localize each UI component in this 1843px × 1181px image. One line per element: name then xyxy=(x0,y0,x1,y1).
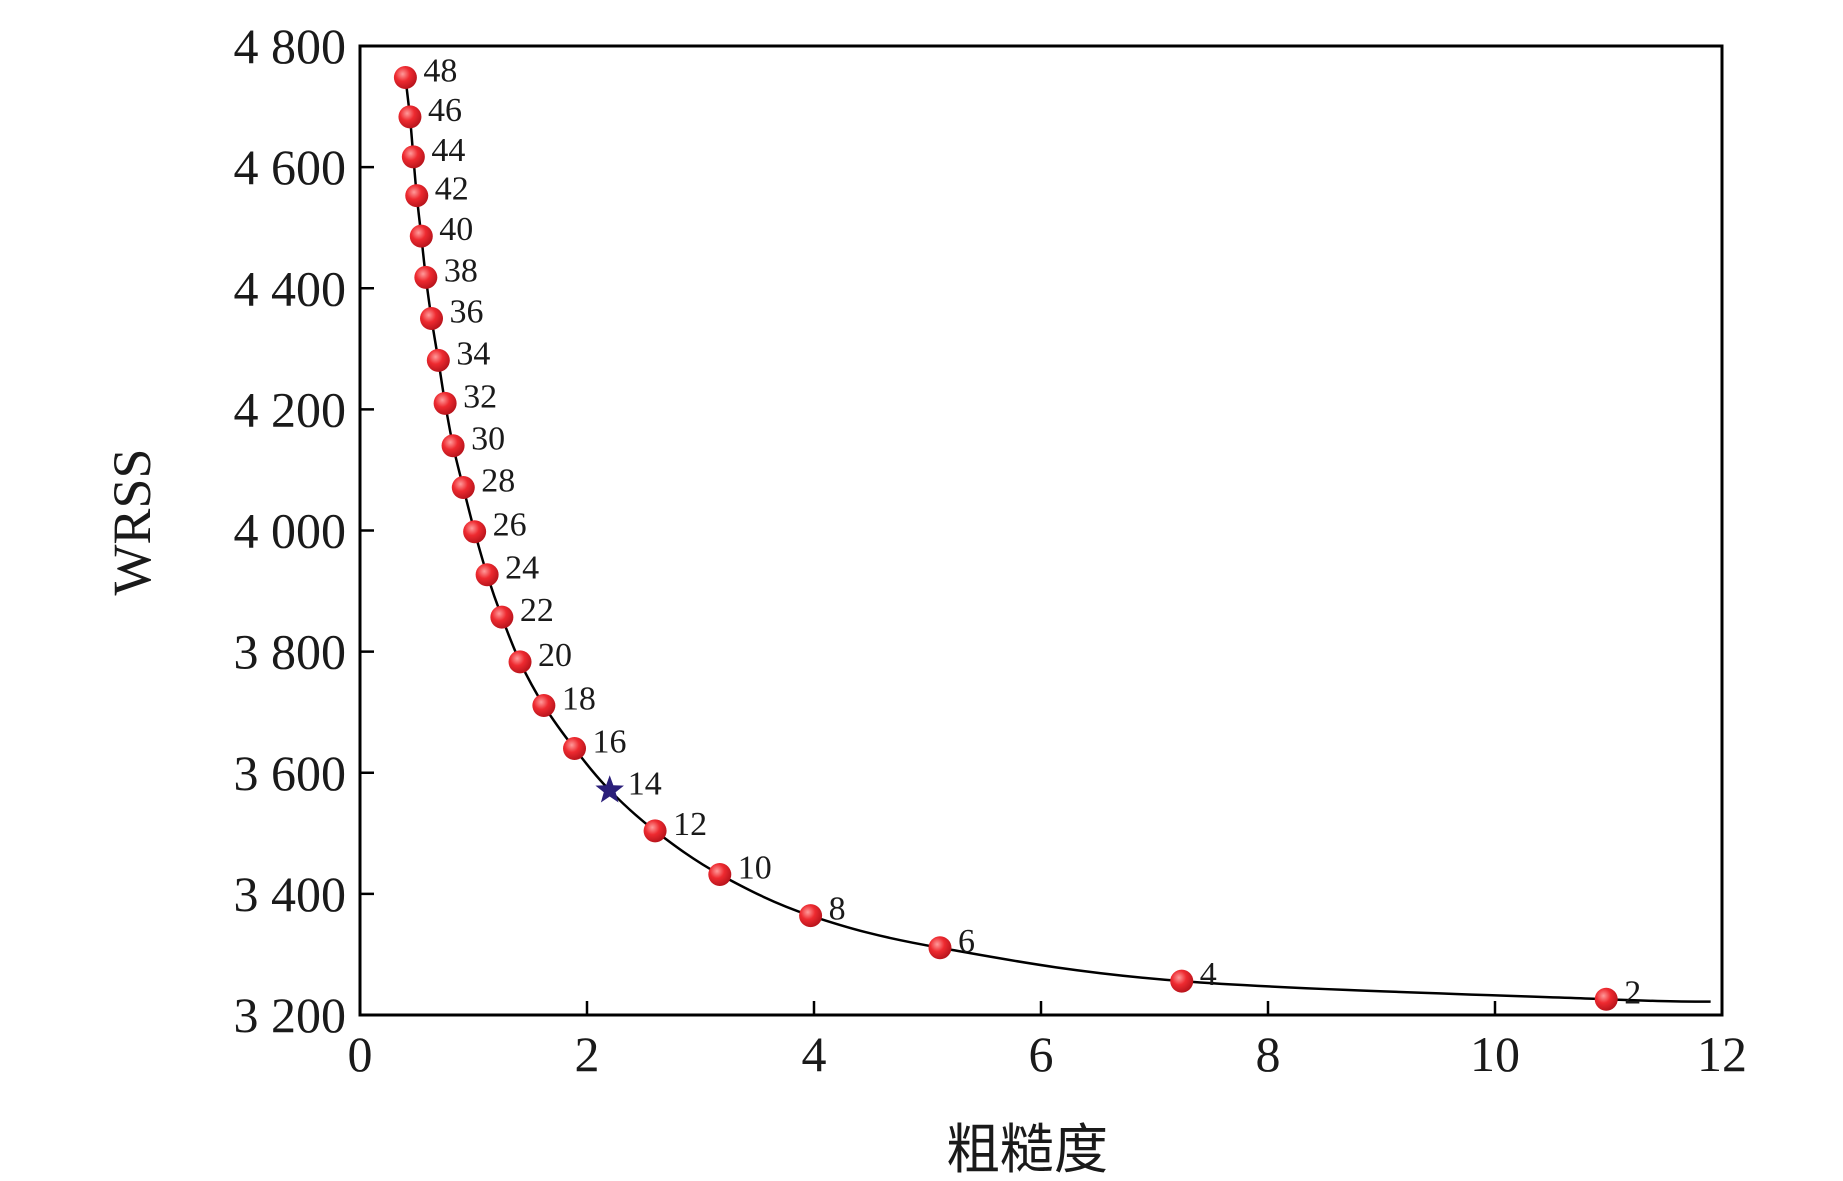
data-point-label: 40 xyxy=(439,211,473,248)
y-tick-label: 3 800 xyxy=(234,624,347,680)
data-point xyxy=(532,694,556,718)
x-tick-label: 0 xyxy=(348,1026,373,1082)
data-point xyxy=(398,105,422,129)
data-point xyxy=(475,563,499,587)
plot-frame xyxy=(358,44,1724,1017)
y-tick-label: 4 200 xyxy=(234,381,347,437)
data-point xyxy=(463,520,487,544)
data-point-label: 44 xyxy=(431,132,465,169)
data-point xyxy=(414,265,438,289)
data-point xyxy=(405,184,429,208)
data-point xyxy=(420,307,444,331)
data-point xyxy=(433,391,457,415)
data-point-label: 4 xyxy=(1200,956,1217,993)
data-point xyxy=(441,434,465,458)
data-point-label: 14 xyxy=(628,765,662,802)
data-point xyxy=(799,904,823,928)
y-tick-label: 4 600 xyxy=(234,139,347,195)
data-point-label: 2 xyxy=(1624,974,1641,1011)
data-point-label: 16 xyxy=(593,724,627,761)
x-tick-label: 10 xyxy=(1470,1026,1520,1082)
data-point xyxy=(393,65,417,89)
y-tick-label: 4 400 xyxy=(234,260,347,316)
x-tick-label: 6 xyxy=(1029,1026,1054,1082)
x-tick-label: 12 xyxy=(1697,1026,1747,1082)
y-tick-label: 3 400 xyxy=(234,866,347,922)
data-point-label: 42 xyxy=(435,171,469,208)
data-point xyxy=(426,348,450,372)
data-point xyxy=(490,605,514,629)
data-point-label: 48 xyxy=(423,52,457,89)
y-tick-label: 4 800 xyxy=(234,18,347,74)
x-tick-label: 2 xyxy=(575,1026,600,1082)
data-point-label: 34 xyxy=(456,335,490,372)
data-point-label: 38 xyxy=(444,252,478,289)
data-point-label: 36 xyxy=(450,294,484,331)
data-point xyxy=(1594,987,1618,1011)
data-point xyxy=(1170,969,1194,993)
x-tick-label: 8 xyxy=(1256,1026,1281,1082)
data-point-label: 6 xyxy=(958,923,975,960)
y-tick-label: 3 200 xyxy=(234,987,347,1043)
y-axis-title: WRSS xyxy=(102,448,162,595)
data-point-label: 22 xyxy=(520,592,554,629)
y-axis: 3 200 3 400 3 600 3 800 4 000 4 200 4 400 4 600… xyxy=(234,18,374,1043)
data-point-label: 10 xyxy=(738,849,772,886)
data-point xyxy=(409,224,433,248)
x-axis: 0 2 4 6 8 10 12 xyxy=(348,1001,1747,1082)
data-point xyxy=(928,936,952,960)
data-point xyxy=(508,650,532,674)
data-point-label: 46 xyxy=(428,92,462,129)
x-tick-label: 4 xyxy=(802,1026,827,1082)
y-tick-label: 4 000 xyxy=(234,503,347,559)
x-axis-title: 粗糙度 xyxy=(946,1120,1108,1180)
y-tick-label: 3 600 xyxy=(234,745,347,801)
data-point xyxy=(451,476,475,500)
data-point-label: 24 xyxy=(505,550,539,587)
data-point-label: 20 xyxy=(538,637,572,674)
data-point-label: 28 xyxy=(481,463,515,500)
data-point-label: 18 xyxy=(562,681,596,718)
fitted-curve xyxy=(404,77,1711,1003)
data-point xyxy=(643,819,667,843)
data-points: 4846444240383634323028262422201816141210… xyxy=(393,52,1641,1011)
data-point-label: 30 xyxy=(471,421,505,458)
data-point-label: 8 xyxy=(829,891,846,928)
data-point-label: 12 xyxy=(673,806,707,843)
data-point xyxy=(563,737,587,761)
data-point-label: 26 xyxy=(493,507,527,544)
data-point xyxy=(401,145,425,169)
data-point-label: 32 xyxy=(463,378,497,415)
highlight-star-point xyxy=(595,775,624,803)
data-point xyxy=(708,862,732,886)
